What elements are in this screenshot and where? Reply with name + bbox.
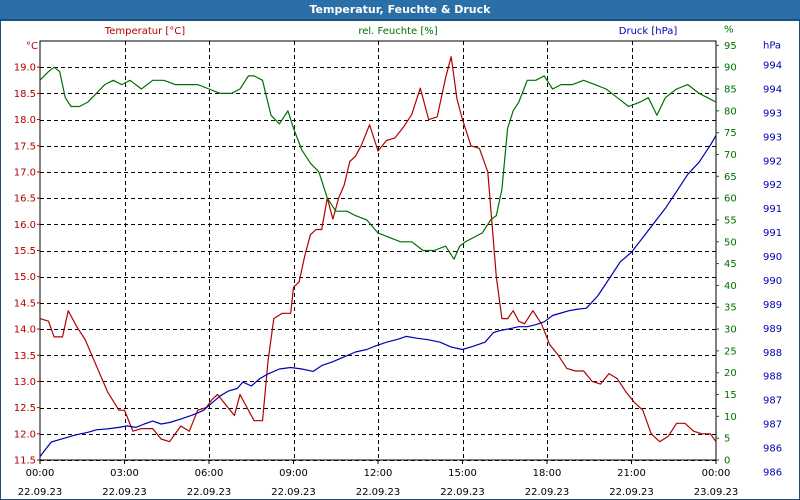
pressure-tick-label: hPa [763, 41, 781, 52]
left-tick-label: 11.5 [14, 456, 36, 467]
humidity-tick-label: 45 [724, 259, 737, 270]
x-tick-date: 22.09.23 [609, 487, 654, 498]
left-tick-label: 18.5 [14, 89, 36, 100]
pressure-tick-label: 987 [763, 396, 782, 407]
pressure-tick-label: 986 [763, 444, 782, 455]
axis-labels: °C Temperatur [°C] rel. Feuchte [%] Druc… [26, 26, 677, 52]
x-tick-time: 12:00 [364, 468, 393, 479]
pressure-tick-label: 992 [763, 180, 782, 191]
temperature-line [39, 56, 717, 443]
chart-title: Temperatur, Feuchte & Druck [309, 3, 491, 16]
left-tick-label: 16.0 [14, 220, 36, 231]
pressure-tick-label: 987 [763, 420, 782, 431]
left-tick-label: 14.5 [14, 298, 36, 309]
right2-axis-label: Druck [hPa] [619, 26, 678, 37]
pressure-axis-ticks: 986 986 987 987 988 988 989 989 990 990 991 991 992 9… [763, 41, 782, 479]
x-tick-time: 18:00 [533, 468, 562, 479]
x-tick-time: 06:00 [195, 468, 224, 479]
pressure-tick-label: 994 [763, 84, 782, 95]
right1-axis-label: rel. Feuchte [%] [358, 26, 437, 37]
x-tick-time: 09:00 [279, 468, 308, 479]
pressure-tick-label: 988 [763, 348, 782, 359]
humidity-tick-label: 75 [724, 128, 737, 139]
humidity-tick-label: 15 [724, 390, 737, 401]
humidity-line [39, 66, 717, 260]
humidity-tick-label: 5 [724, 434, 730, 445]
humidity-tick-label: 95 [724, 41, 737, 52]
x-tick-date: 22.09.23 [356, 487, 401, 498]
left-tick-label: 17.5 [14, 141, 36, 152]
pressure-tick-label: 990 [763, 276, 782, 287]
chart: °C Temperatur [°C] rel. Feuchte [%] Druc… [0, 20, 800, 500]
x-tick-time: 03:00 [110, 468, 139, 479]
chart-title-bar: Temperatur, Feuchte & Druck [0, 0, 800, 20]
humidity-axis-ticks: 0 5 10 15 20 25 30 35 40 45 50 55 60 65 70 75 80 85 90 95% [716, 25, 737, 467]
left-tick-label: 12.5 [14, 403, 36, 414]
humidity-tick-label: 20 [724, 368, 737, 379]
pressure-tick-label: 993 [763, 132, 782, 143]
pressure-tick-label: 993 [763, 108, 782, 119]
left-tick-label: 13.5 [14, 351, 36, 362]
x-tick-date: 22.09.23 [525, 487, 570, 498]
pressure-tick-label: 991 [763, 204, 782, 215]
left-tick-label: 17.0 [14, 167, 36, 178]
pressure-tick-label: 991 [763, 228, 782, 239]
x-tick-time: 00:00 [26, 468, 55, 479]
x-tick-time: 21:00 [617, 468, 646, 479]
left-tick-label: 15.5 [14, 246, 36, 257]
x-tick-date: 23.09.23 [694, 487, 739, 498]
pressure-tick-label: 988 [763, 372, 782, 383]
humidity-tick-label: 25 [724, 346, 737, 357]
humidity-tick-label: 85 [724, 85, 737, 96]
x-tick-time: 00:00 [702, 468, 731, 479]
humidity-tick-label: 60 [724, 194, 737, 205]
humidity-tick-label: 0 [724, 456, 730, 467]
pressure-tick-label: 989 [763, 324, 782, 335]
left-tick-label: 14.0 [14, 325, 36, 336]
left-axis-ticks: 11.5 12.0 12.5 13.0 13.5 14.0 14.5 15.0 15.5 16.0… [14, 63, 40, 467]
pressure-tick-label: 989 [763, 300, 782, 311]
x-axis-ticks: 00:00 22.09.23 03:00 22.09.23 06:00 22.09.23 0… [18, 460, 739, 498]
pressure-tick-label: 986 [763, 468, 782, 479]
left-tick-label: 15.0 [14, 272, 36, 283]
series-group [39, 56, 717, 457]
x-tick-date: 22.09.23 [18, 487, 63, 498]
humidity-tick-label: 40 [724, 281, 737, 292]
x-tick-date: 22.09.23 [271, 487, 316, 498]
left-tick-label: 13.0 [14, 377, 36, 388]
left-tick-label: 12.0 [14, 429, 36, 440]
humidity-tick-label: 70 [724, 150, 737, 161]
humidity-tick-label: 10 [724, 412, 737, 423]
humidity-tick-label: % [724, 25, 734, 36]
plot-area [39, 40, 717, 461]
left-axis-unit: °C [26, 41, 38, 52]
x-tick-date: 22.09.23 [187, 487, 232, 498]
pressure-tick-label: 990 [763, 252, 782, 263]
left-axis-label: Temperatur [°C] [104, 26, 185, 37]
humidity-tick-label: 35 [724, 303, 737, 314]
pressure-tick-label: 994 [763, 61, 782, 72]
humidity-tick-label: 80 [724, 106, 737, 117]
humidity-tick-label: 55 [724, 215, 737, 226]
humidity-tick-label: 30 [724, 325, 737, 336]
left-tick-label: 19.0 [14, 63, 36, 74]
left-tick-label: 18.0 [14, 115, 36, 126]
humidity-tick-label: 65 [724, 172, 737, 183]
x-tick-date: 22.09.23 [440, 487, 485, 498]
pressure-line [39, 135, 717, 457]
x-tick-time: 15:00 [448, 468, 477, 479]
grid [39, 40, 717, 461]
humidity-tick-label: 50 [724, 237, 737, 248]
left-tick-label: 16.5 [14, 194, 36, 205]
x-tick-date: 22.09.23 [102, 487, 147, 498]
humidity-tick-label: 90 [724, 63, 737, 74]
pressure-tick-label: 992 [763, 156, 782, 167]
